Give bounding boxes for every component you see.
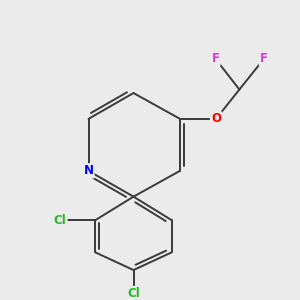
Text: Cl: Cl [54,214,66,226]
Text: O: O [211,112,221,125]
Text: F: F [212,52,219,65]
Text: F: F [260,52,268,65]
Text: N: N [83,164,94,177]
Text: Cl: Cl [127,287,140,300]
